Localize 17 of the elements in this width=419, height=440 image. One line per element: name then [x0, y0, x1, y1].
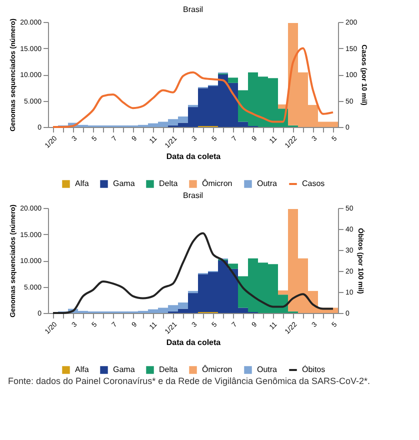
chart-title: Brasil	[182, 191, 204, 200]
x-axis-title: Data da coleta	[166, 338, 222, 348]
legend-label: Outra	[257, 179, 278, 188]
legend-label: Alfa	[75, 179, 90, 188]
legend-label: Alfa	[75, 365, 90, 374]
legend-label: Ômicron	[202, 365, 232, 374]
legend-label: Gama	[113, 365, 136, 374]
legend-label: Gama	[113, 179, 136, 188]
legend-label: Ômicron	[202, 179, 232, 188]
legend-label: Outra	[257, 365, 278, 374]
source-note: Fonte: dados do Painel Coronavírus* e da Rede de Vigilância Genômica da SARS-CoV-2*.	[8, 376, 372, 386]
legend-label: Delta	[159, 179, 178, 188]
legend-label: Delta	[159, 365, 178, 374]
legend-label: Óbitos	[302, 365, 326, 374]
legend-label: Casos	[302, 179, 325, 188]
chart-title: Brasil	[182, 5, 204, 14]
x-axis-title: Data da coleta	[166, 152, 222, 162]
